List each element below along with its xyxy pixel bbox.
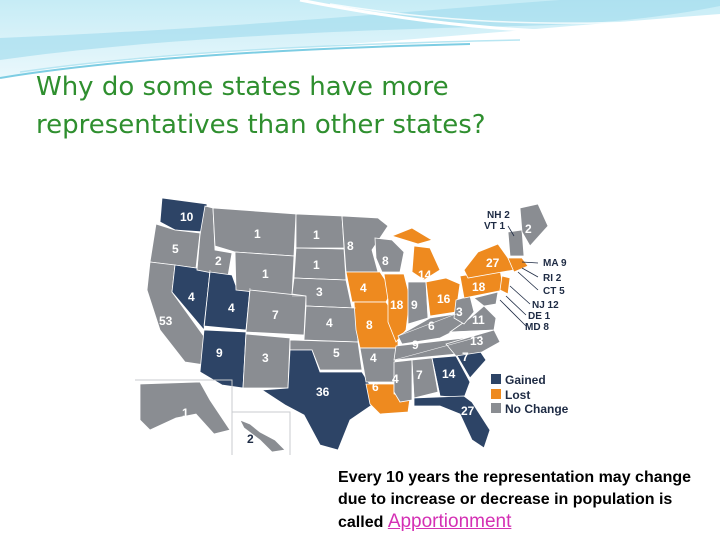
- state-shape-tx: [260, 349, 373, 451]
- callout-ma: MA 9: [543, 258, 567, 269]
- legend-label-no-change: No Change: [505, 402, 569, 416]
- legend-swatch-gained: [491, 374, 501, 384]
- state-shape-az: [199, 329, 247, 389]
- callout-vt: VT 1: [484, 221, 506, 232]
- callout-nj: NJ 12: [532, 300, 559, 311]
- map-label-sc: 7: [462, 350, 469, 364]
- map-label-nc: 13: [470, 334, 484, 348]
- map-label-ky: 6: [428, 319, 435, 333]
- map-label-mo: 8: [366, 318, 373, 332]
- state-shape-wi: [374, 237, 405, 273]
- map-label-or: 5: [172, 242, 179, 256]
- map-label-ms: 4: [392, 372, 399, 386]
- callout-de: DE 1: [528, 311, 551, 322]
- state-shape-md: [473, 291, 499, 307]
- callout-ri: RI 2: [543, 273, 562, 284]
- map-label-nm: 3: [262, 351, 269, 365]
- map-label-ia: 4: [360, 281, 367, 295]
- map-label-al: 7: [416, 368, 423, 382]
- map-label-sd: 1: [313, 258, 320, 272]
- map-label-mn: 8: [347, 239, 354, 253]
- state-shape-hi: [239, 419, 286, 453]
- small-state-callouts: NH 2 VT 1 MA 9 RI 2 CT 5 NJ 12 DE 1 MD 8: [484, 210, 567, 333]
- map-label-tx: 36: [316, 385, 330, 399]
- state-shape-ms: [393, 359, 413, 403]
- state-shape-me: [519, 203, 549, 247]
- map-label-pa: 18: [472, 280, 486, 294]
- state-shape-nj: [499, 275, 511, 295]
- map-label-oh: 16: [437, 292, 451, 306]
- map-label-az: 9: [216, 346, 223, 360]
- legend-swatch-no-change: [491, 403, 501, 413]
- apportionment-caption: Every 10 years the representation may ch…: [338, 467, 698, 534]
- legend-label-gained: Gained: [505, 373, 546, 387]
- state-shape-or: [149, 223, 201, 269]
- map-label-fl: 27: [461, 404, 475, 418]
- header-banner: [0, 0, 720, 79]
- map-label-la: 6: [372, 380, 379, 394]
- callout-leaders: [499, 225, 539, 327]
- state-shape-ne-small: [507, 257, 529, 273]
- map-label-hi: 2: [247, 432, 254, 446]
- title-line-1: Why do some states have more: [36, 72, 449, 102]
- map-label-il: 18: [390, 298, 404, 312]
- map-label-wi: 8: [382, 254, 389, 268]
- map-label-ok: 5: [333, 346, 340, 360]
- legend-swatch-lost: [491, 389, 501, 399]
- map-label-ar: 4: [370, 351, 377, 365]
- state-shape-vt-nh: [507, 229, 525, 257]
- state-borders: [196, 232, 495, 399]
- map-label-co: 7: [272, 308, 279, 322]
- map-label-ut: 4: [228, 301, 235, 315]
- map-label-ak: 1: [182, 406, 189, 420]
- map-label-id: 2: [215, 254, 222, 268]
- state-shape-sd: [293, 247, 347, 281]
- map-label-nv: 4: [188, 290, 195, 304]
- title-line-2: representatives than other states?: [36, 110, 486, 140]
- legend-label-lost: Lost: [505, 388, 530, 402]
- caption-text: Every 10 years the representation may ch…: [338, 469, 692, 531]
- callout-ct: CT 5: [543, 286, 565, 297]
- map-label-wv: 3: [456, 305, 463, 319]
- slide-title: Why do some states have more representat…: [36, 68, 596, 144]
- map-label-wa: 10: [180, 210, 194, 224]
- map-label-ks: 4: [326, 316, 333, 330]
- map-label-ne: 3: [316, 285, 323, 299]
- map-label-va: 11: [472, 313, 485, 327]
- map-label-ny: 27: [486, 256, 500, 270]
- inset-frames: [135, 379, 291, 455]
- state-shape-nc: [445, 329, 501, 357]
- state-shape-nd: [295, 213, 345, 249]
- state-shape-wa: [159, 197, 208, 233]
- state-value-labels: 10 5 53 2 4 4 9 1 1 7 3 1 1 3 4 5 36 8 4…: [159, 210, 532, 446]
- map-label-in: 9: [411, 298, 418, 312]
- state-shapes: [139, 197, 549, 453]
- map-label-nd: 1: [313, 228, 320, 242]
- state-shape-ar: [359, 347, 397, 383]
- state-shape-oh: [425, 277, 461, 317]
- map-label-me: 2: [525, 222, 532, 236]
- map-label-mt: 1: [254, 227, 261, 241]
- map-label-ga: 14: [442, 367, 456, 381]
- callout-md: MD 8: [525, 322, 549, 333]
- map-label-ca: 53: [159, 314, 173, 328]
- apportionment-term: Apportionment: [387, 511, 512, 532]
- map-label-mi: 14: [418, 268, 432, 282]
- us-apportionment-map: 10 5 53 2 4 4 9 1 1 7 3 1 1 3 4 5 36 8 4…: [135, 197, 569, 455]
- map-label-wy: 1: [262, 267, 269, 281]
- state-shape-fl: [413, 395, 491, 449]
- callout-nh: NH 2: [487, 210, 510, 221]
- state-shape-ak: [139, 381, 231, 435]
- map-legend: Gained Lost No Change: [491, 373, 569, 416]
- state-shape-mi: [390, 227, 441, 281]
- map-label-tn: 9: [412, 338, 419, 352]
